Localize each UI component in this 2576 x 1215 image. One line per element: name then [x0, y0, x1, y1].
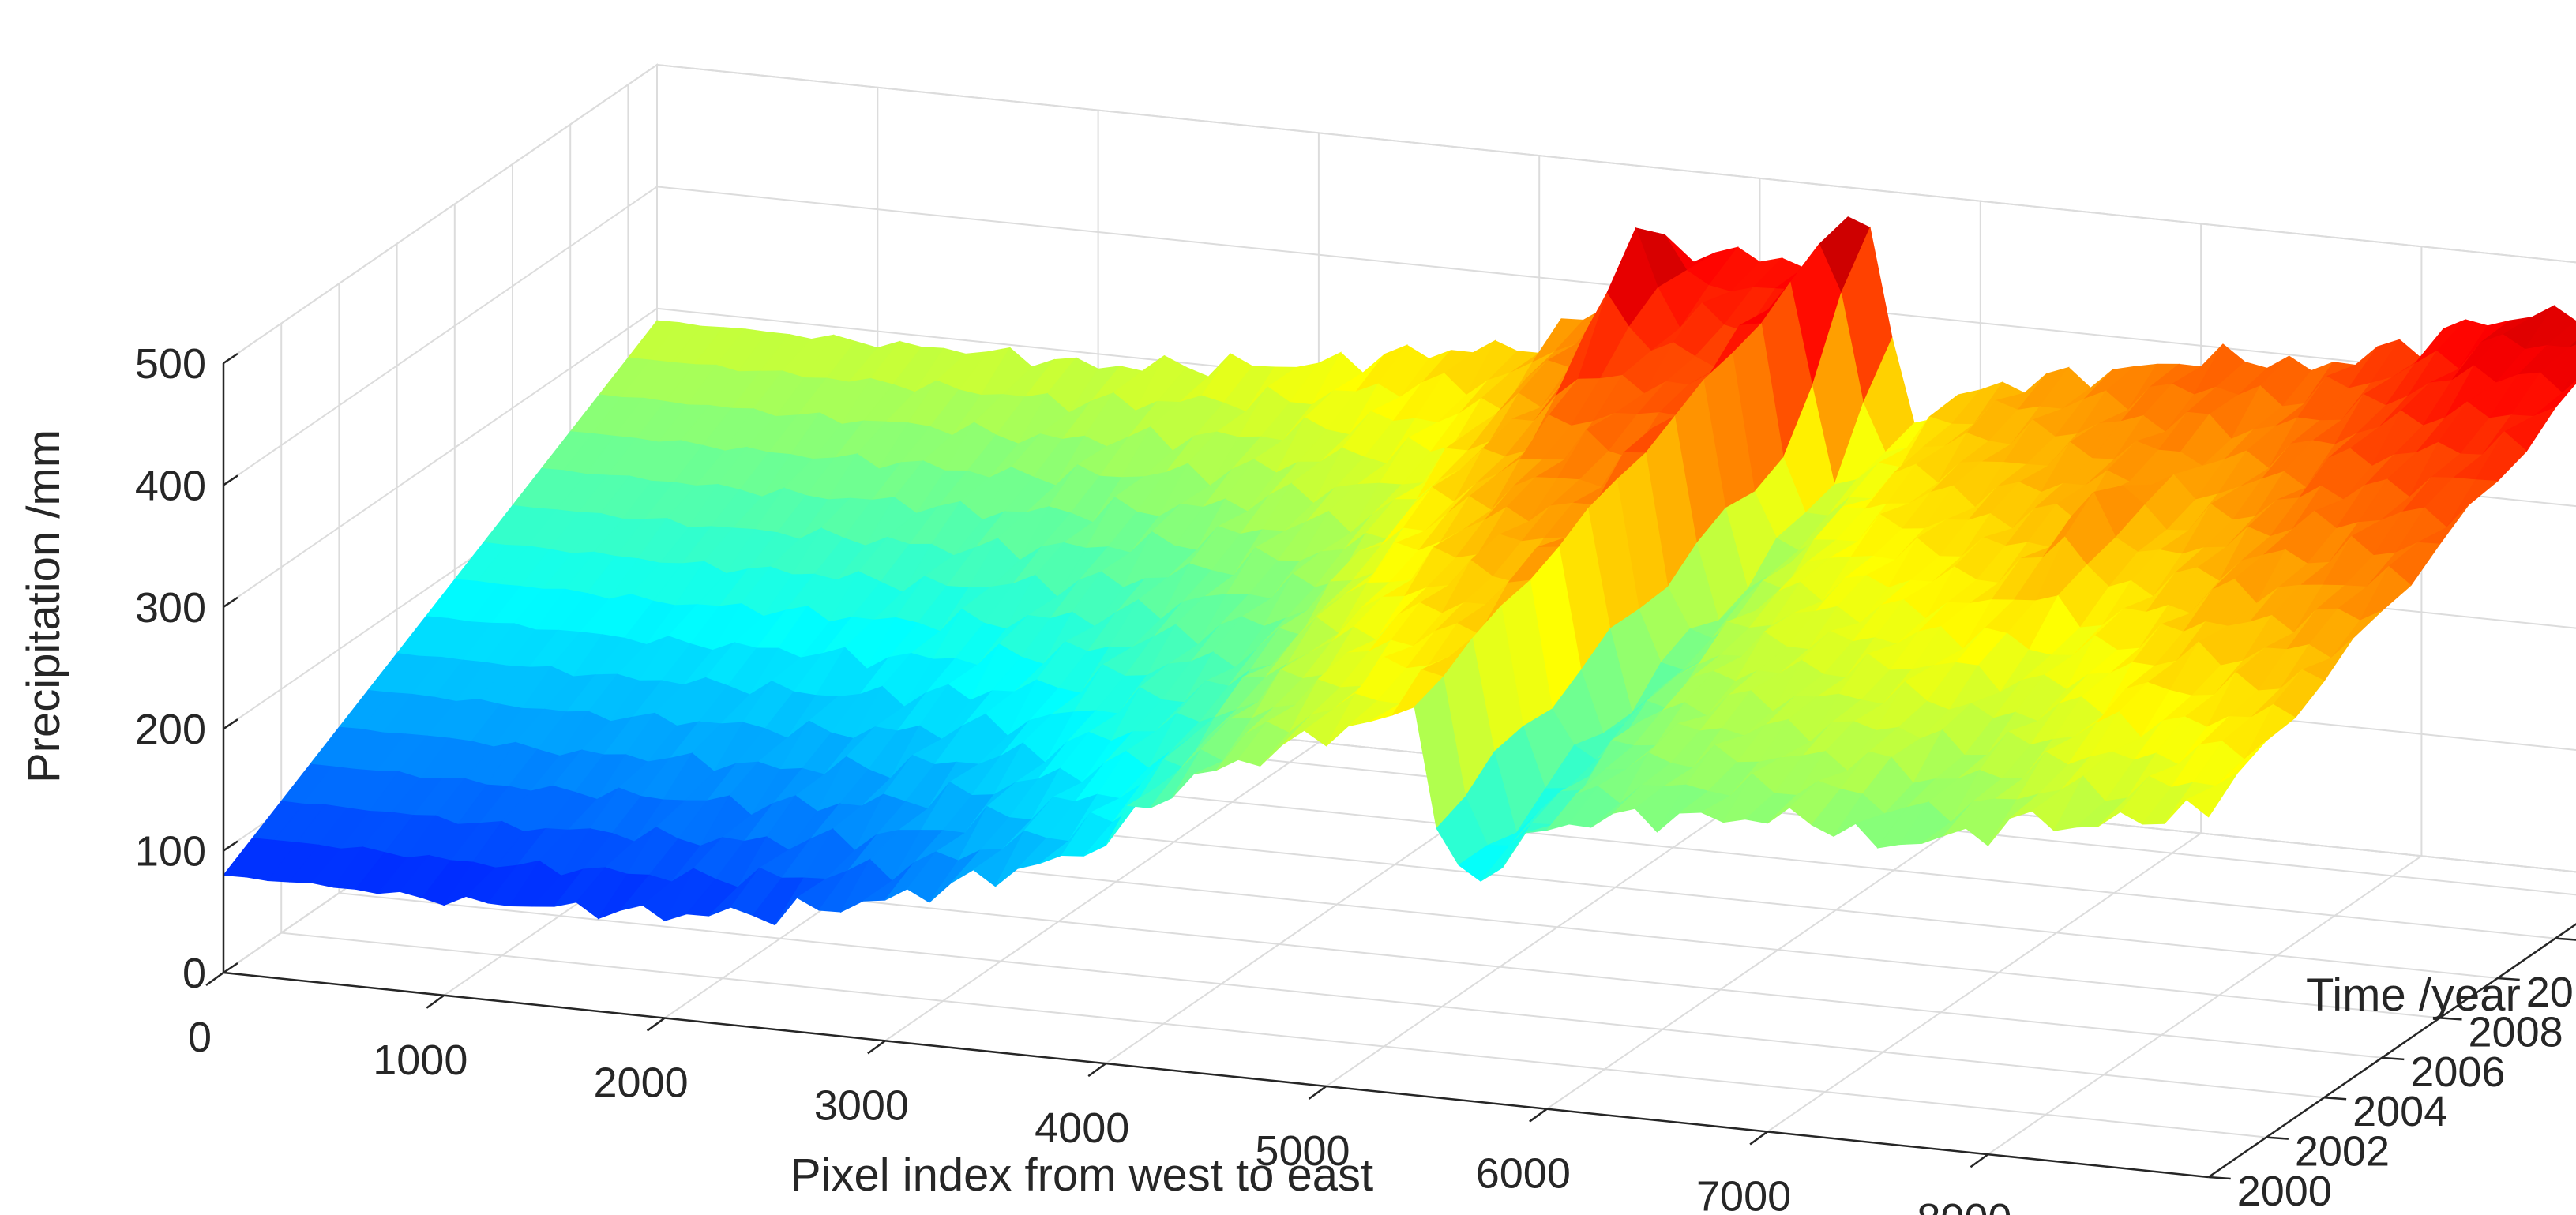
- surface-plot: [223, 216, 2576, 926]
- x-axis-line: [223, 971, 2209, 1179]
- axes: [205, 352, 2576, 1180]
- y-tick-label: 2000: [2237, 1168, 2332, 1215]
- z-tick-label: 400: [135, 462, 206, 509]
- x-tick: [867, 1040, 886, 1055]
- y-tick: [2208, 1176, 2231, 1180]
- x-gridline: [884, 133, 1320, 1042]
- x-axis-title: Pixel index from west to east: [790, 1149, 1373, 1201]
- x-tick-label: 3000: [814, 1082, 909, 1129]
- z-tick-label: 100: [135, 828, 206, 876]
- x-tick: [1087, 1063, 1106, 1078]
- z-tick: [223, 596, 238, 608]
- tick-labels: 0100020003000400050006000700080002000200…: [135, 340, 2576, 1215]
- y-tick: [2382, 1056, 2405, 1061]
- z-tick-label: 200: [135, 706, 206, 753]
- z-tick: [223, 962, 238, 974]
- x-tick: [205, 971, 224, 987]
- y-gridline: [280, 323, 2267, 1138]
- x-tick: [1529, 1108, 1548, 1123]
- z-tick-label: 300: [135, 584, 206, 632]
- z-gridline: [223, 63, 2576, 364]
- x-tick-label: 8000: [1917, 1195, 2011, 1215]
- x-tick-label: 7000: [1696, 1172, 1791, 1215]
- z-tick: [223, 840, 238, 852]
- y-tick-label: 2006: [2410, 1048, 2505, 1096]
- x-tick-label: 0: [188, 1014, 212, 1061]
- z-axis-title: Precipitation /mm: [18, 429, 69, 783]
- y-tick: [2324, 1096, 2347, 1101]
- y-tick: [2497, 977, 2520, 981]
- y-axis-line: [2207, 923, 2576, 1179]
- y-tick-label: 2008: [2469, 1008, 2563, 1056]
- surface-patch: [2185, 772, 2238, 818]
- z-tick: [223, 474, 238, 486]
- x-tick: [646, 1017, 666, 1032]
- y-tick: [2266, 1136, 2289, 1140]
- x-tick-label: 2000: [594, 1059, 689, 1107]
- y-axis-title: Time /year: [2306, 969, 2521, 1021]
- y-gridline: [338, 283, 2325, 1099]
- z-tick: [223, 352, 238, 365]
- z-tick-label: 500: [135, 340, 206, 388]
- y-tick: [2439, 1017, 2462, 1021]
- x-tick-label: 1000: [373, 1037, 468, 1084]
- y-tick-label: 2010: [2526, 969, 2576, 1016]
- x-tick-label: 5000: [1255, 1127, 1350, 1175]
- x-tick: [1308, 1085, 1327, 1100]
- z-tick: [223, 718, 238, 730]
- y-tick-label: 2002: [2295, 1128, 2390, 1176]
- surface-patch: [2562, 366, 2576, 394]
- x-tick: [426, 994, 445, 1009]
- y-tick-label: 2004: [2353, 1088, 2447, 1135]
- y-tick: [2555, 937, 2576, 941]
- x-tick-label: 6000: [1476, 1150, 1571, 1198]
- x-tick: [1749, 1131, 1768, 1146]
- x-tick: [1970, 1153, 1989, 1168]
- surface-patch: [2568, 340, 2576, 348]
- z-tick-label: 0: [182, 950, 206, 997]
- x-tick-label: 4000: [1035, 1104, 1129, 1152]
